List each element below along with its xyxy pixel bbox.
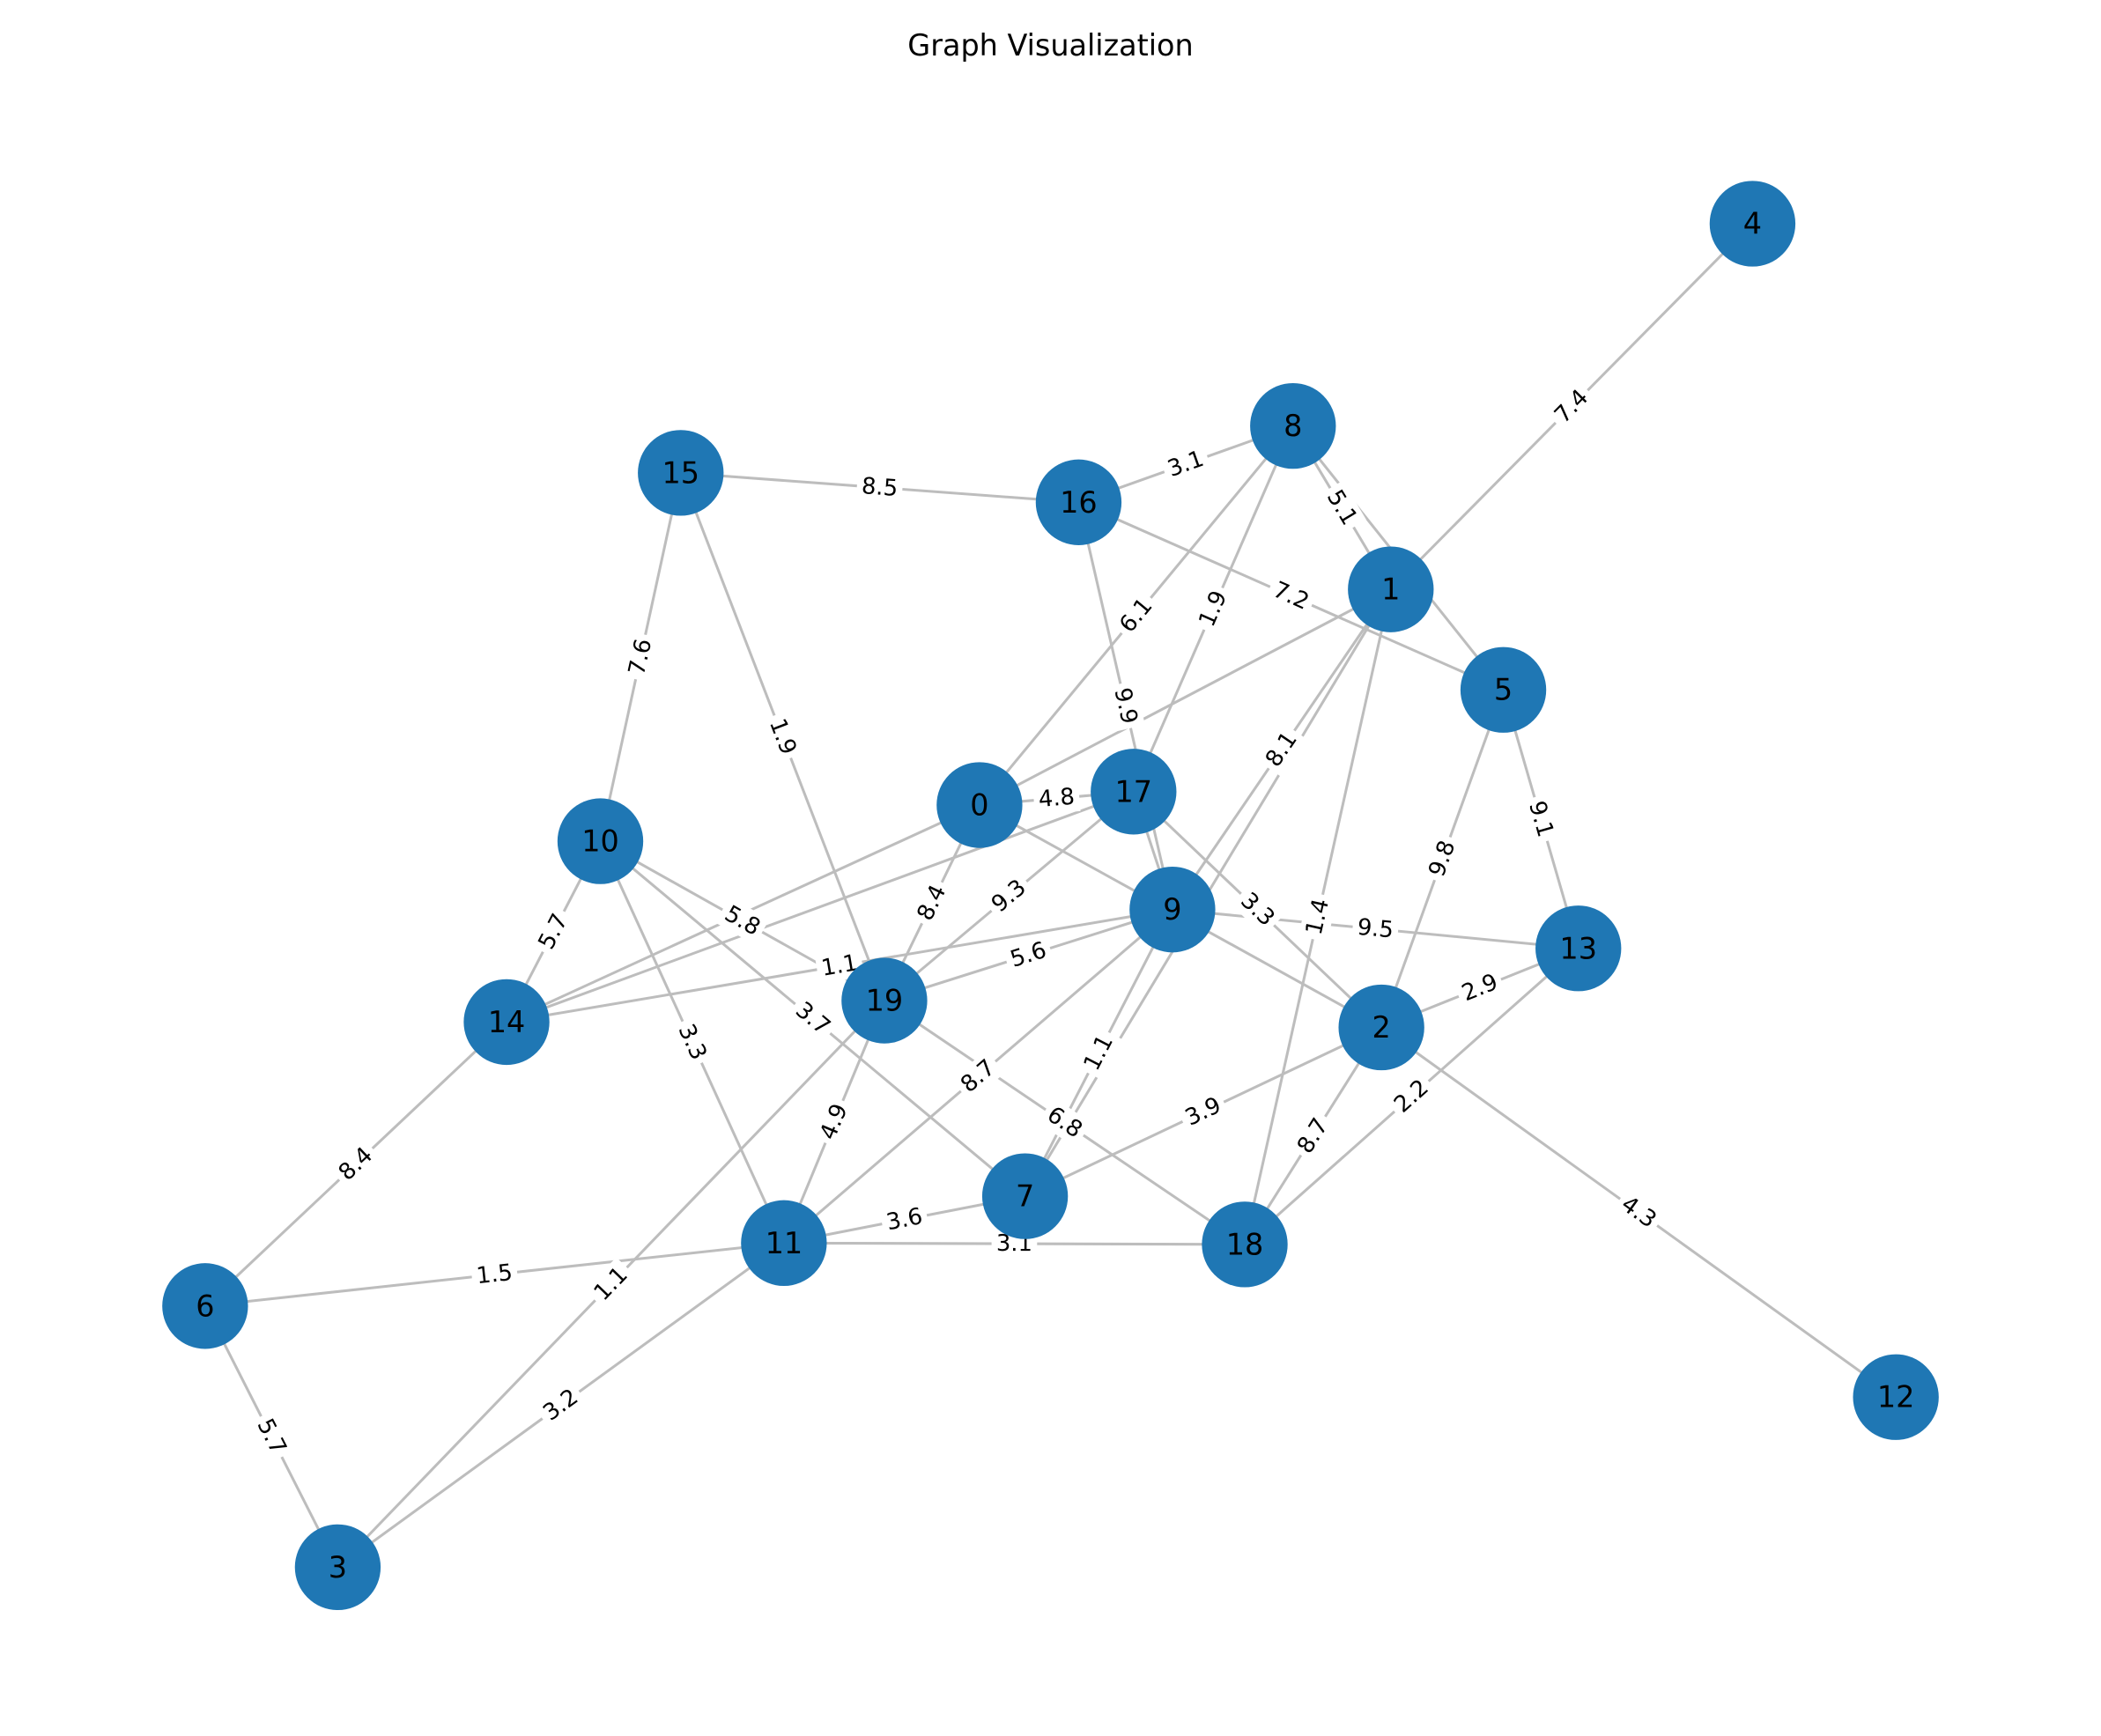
edge-label-bg: [951, 1050, 1005, 1103]
edge-label-bg: [1231, 883, 1284, 936]
edge-label-bg: [1317, 480, 1366, 536]
edge-label-bg: [1037, 1097, 1092, 1148]
edge-label-bg: [470, 1257, 519, 1292]
edge-label-bg: [584, 1257, 638, 1311]
node: [841, 957, 928, 1044]
edge-label-bg: [1110, 588, 1163, 643]
edge-label-bg: [760, 710, 805, 764]
node: [162, 1263, 248, 1349]
node-label: 7: [1016, 1179, 1034, 1214]
edge-weight: 4.8: [1038, 784, 1076, 813]
edge-label-bg: [1520, 793, 1562, 846]
node: [1460, 646, 1547, 733]
node-label: 18: [1226, 1227, 1264, 1261]
edge-label-bg: [1176, 1089, 1231, 1135]
edge-label-bg: [1106, 680, 1145, 732]
edge-label-bg: [908, 875, 956, 930]
edge-label-bg: [879, 1200, 930, 1239]
edge-label-bg: [1032, 781, 1081, 816]
node: [1091, 749, 1177, 835]
edge-label: 1.5: [470, 1257, 519, 1292]
edge-label-bg: [248, 1409, 295, 1464]
node: [463, 979, 550, 1066]
edge-label-bg: [1611, 1186, 1666, 1238]
edge-label-bg: [1159, 442, 1213, 486]
node-label: 1: [1381, 573, 1400, 607]
title: Graph Visualization: [907, 28, 1193, 63]
edge-label-bg: [1264, 573, 1318, 619]
node-label: 13: [1559, 931, 1597, 965]
node-label: 14: [488, 1005, 526, 1039]
node-label: 11: [766, 1226, 803, 1260]
node: [1853, 1354, 1939, 1440]
edge-label: 3.6: [879, 1200, 930, 1239]
node: [1129, 866, 1216, 953]
node-label: 16: [1060, 485, 1098, 520]
node: [1338, 984, 1424, 1071]
edge-label: 4.8: [1032, 781, 1081, 816]
edge-label-bg: [811, 1095, 857, 1149]
node: [1348, 546, 1434, 632]
edge-label-bg: [1002, 934, 1055, 977]
edge-label-bg: [669, 1015, 715, 1069]
edge-label-bg: [529, 905, 578, 959]
node-label: 17: [1115, 774, 1153, 809]
edge-label: 7.6: [621, 632, 660, 683]
edge-label-bg: [785, 993, 840, 1045]
edge-label-bg: [621, 632, 660, 683]
node: [1202, 1201, 1288, 1288]
node: [1709, 181, 1796, 267]
edge: [979, 587, 1392, 807]
edge-weight: 8.5: [861, 473, 899, 502]
edge-label-bg: [1298, 891, 1337, 942]
node-label: 15: [662, 455, 699, 490]
edge-label-bg: [1350, 912, 1400, 946]
node-label: 4: [1743, 206, 1762, 240]
edge-label-bg: [533, 1379, 588, 1431]
edge-weight: 9.5: [1356, 914, 1395, 944]
node: [1035, 459, 1122, 545]
node-label: 19: [866, 984, 904, 1018]
edge-label-bg: [855, 470, 904, 505]
node-label: 12: [1877, 1380, 1915, 1415]
node: [981, 1153, 1069, 1239]
edge-label-bg: [1545, 380, 1599, 433]
edge-label-bg: [981, 870, 1036, 922]
node-label: 10: [581, 824, 619, 859]
node-label: 3: [329, 1550, 347, 1585]
node-label: 9: [1163, 892, 1181, 927]
node-label: 2: [1372, 1010, 1391, 1045]
node-label: 6: [196, 1289, 214, 1323]
node-label: 5: [1494, 673, 1513, 707]
node: [1535, 905, 1622, 992]
edge-label-bg: [1384, 1070, 1439, 1123]
node: [936, 762, 1023, 848]
node: [1250, 382, 1336, 469]
edge-label-bg: [714, 897, 770, 945]
node: [557, 798, 644, 884]
node-label: 8: [1284, 409, 1302, 443]
edge-label: 1.4: [1298, 891, 1337, 942]
node-label: 0: [970, 788, 988, 823]
node: [741, 1200, 827, 1286]
edge: [506, 790, 1135, 1023]
edge-label: 9.9: [1106, 680, 1145, 732]
edge-label: 8.5: [855, 470, 904, 505]
edge-label-bg: [1256, 722, 1307, 777]
node: [294, 1524, 381, 1611]
edge-label-bg: [1420, 831, 1464, 885]
edge-label-bg: [1453, 965, 1507, 1010]
edge-label: 9.5: [1350, 912, 1400, 946]
edge-label-bg: [1288, 1108, 1338, 1163]
edge-weight: 1.5: [475, 1260, 514, 1289]
edge-label-bg: [1075, 1025, 1122, 1081]
edge-label-bg: [329, 1137, 383, 1191]
node: [638, 430, 724, 516]
edge-label-bg: [1190, 581, 1236, 636]
